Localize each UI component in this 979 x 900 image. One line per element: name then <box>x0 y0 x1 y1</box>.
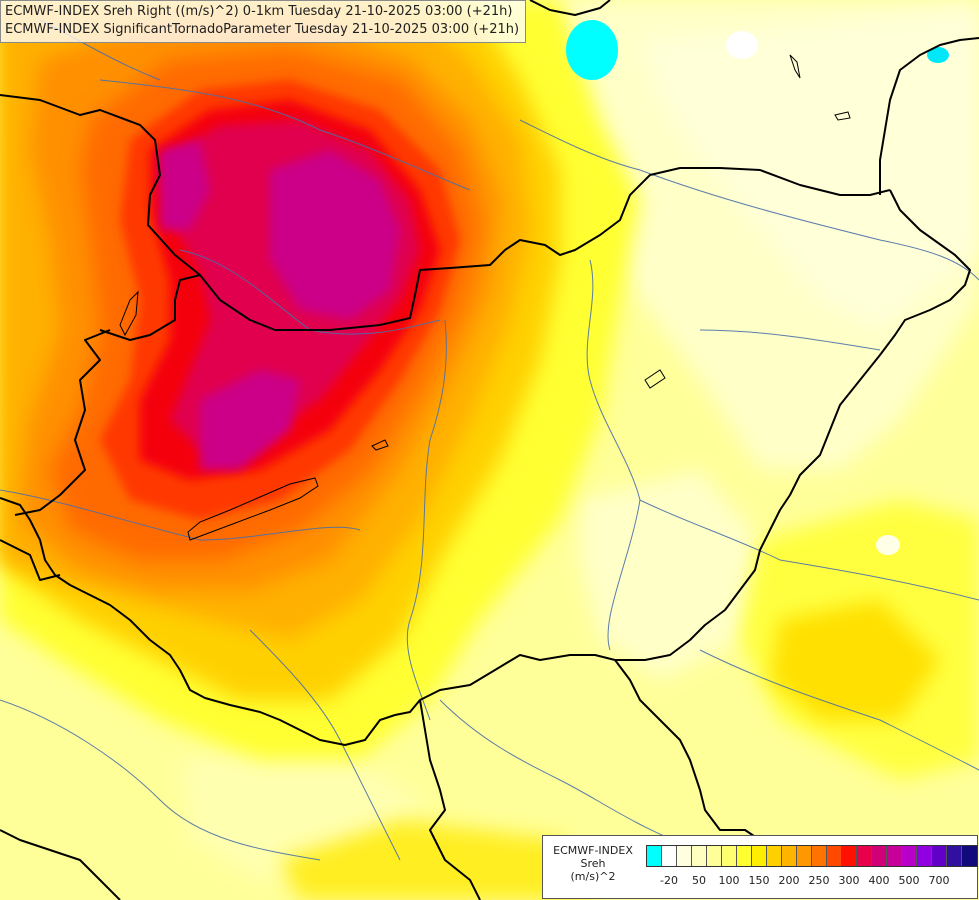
color-legend: ECMWF-INDEX Sreh (m/s)^2 -20 50 100 150 200 2… <box>542 835 978 899</box>
legend-swatch <box>677 846 692 866</box>
legend-tick-label: 200 <box>778 874 800 887</box>
negative-sreh-spot-north <box>566 20 618 80</box>
field-band-gold-south <box>280 820 600 900</box>
header-title-sreh: ECMWF-INDEX Sreh Right ((m/s)^2) 0-1km T… <box>5 4 513 19</box>
legend-color-scale <box>646 845 978 867</box>
legend-swatch <box>662 846 677 866</box>
legend-swatch <box>767 846 782 866</box>
legend-swatch <box>902 846 917 866</box>
field-core-south <box>200 370 300 470</box>
lake-small-north2 <box>834 111 851 121</box>
legend-swatch <box>692 846 707 866</box>
map-header: ECMWF-INDEX Sreh Right ((m/s)^2) 0-1km T… <box>0 0 527 43</box>
legend-parameter: Sreh <box>580 857 606 870</box>
lake-neusiedl <box>119 290 139 337</box>
legend-tick-label: 400 <box>868 874 890 887</box>
legend-label: ECMWF-INDEX Sreh (m/s)^2 <box>543 844 643 883</box>
field-core-northwest <box>160 140 210 230</box>
field-band-pale-center <box>580 470 760 680</box>
negative-sreh-spot-northwest-ring <box>726 31 758 59</box>
lake-balaton <box>187 477 319 541</box>
legend-swatch <box>842 846 857 866</box>
legend-tick-labels: -20 50 100 150 200 250 300 400 500 700 <box>646 874 976 888</box>
field-band-gold-southeast <box>770 600 940 720</box>
legend-swatch <box>647 846 662 866</box>
legend-swatch <box>722 846 737 866</box>
legend-tick-label: -20 <box>660 874 678 887</box>
legend-swatch <box>737 846 752 866</box>
legend-swatch <box>917 846 932 866</box>
lake-small-center <box>371 439 389 451</box>
legend-swatch <box>887 846 902 866</box>
field-core-north <box>270 150 400 320</box>
field-white-spot-east <box>876 535 900 555</box>
legend-swatch <box>947 846 962 866</box>
legend-swatch <box>707 846 722 866</box>
legend-tick-label: 500 <box>898 874 920 887</box>
legend-swatch <box>797 846 812 866</box>
lake-small-east <box>644 369 666 389</box>
negative-sreh-spot-northeast <box>927 47 949 63</box>
lakes <box>119 54 851 541</box>
legend-swatch <box>962 846 977 866</box>
legend-swatch <box>752 846 767 866</box>
legend-tick-label: 50 <box>692 874 706 887</box>
legend-swatch <box>857 846 872 866</box>
legend-swatch <box>812 846 827 866</box>
legend-swatch <box>932 846 947 866</box>
legend-tick-label: 700 <box>928 874 950 887</box>
legend-swatch <box>872 846 887 866</box>
lake-small-north <box>789 54 801 79</box>
legend-swatch <box>827 846 842 866</box>
header-title-stp: ECMWF-INDEX SignificantTornadoParameter … <box>5 22 520 37</box>
legend-tick-label: 150 <box>748 874 770 887</box>
legend-model: ECMWF-INDEX <box>553 844 633 857</box>
river-lines <box>0 19 979 861</box>
legend-tick-label: 300 <box>838 874 860 887</box>
legend-tick-label: 100 <box>718 874 740 887</box>
legend-tick-label: 250 <box>808 874 830 887</box>
legend-swatch <box>782 846 797 866</box>
legend-unit: (m/s)^2 <box>570 870 616 883</box>
